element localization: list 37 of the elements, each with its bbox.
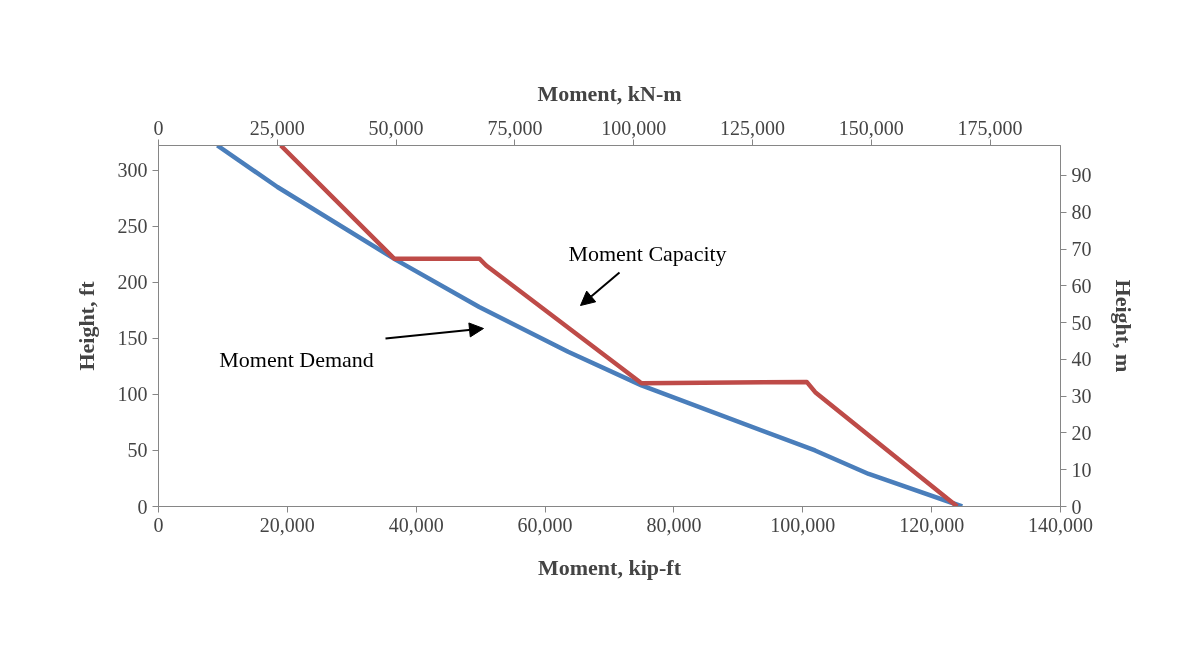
x2-tick-label: 0: [153, 116, 164, 139]
x-tick-label: 20,000: [259, 513, 315, 536]
y2-tick-label: 10: [1071, 458, 1092, 481]
x-tick-label: 120,000: [899, 513, 965, 536]
y2-tick-label: 50: [1071, 311, 1092, 334]
y2-tick-label: 80: [1071, 201, 1092, 224]
x-tick-label: 80,000: [646, 513, 702, 536]
y2-tick-label: 90: [1071, 164, 1092, 187]
x-tick-label: 60,000: [517, 513, 573, 536]
x-tick-label: 40,000: [388, 513, 444, 536]
y-tick-label: 300: [117, 159, 148, 182]
y-tick-label: 50: [127, 439, 148, 462]
y-axis-title: Height, ft: [73, 280, 99, 371]
y-tick-label: 250: [117, 215, 148, 238]
y-tick-label: 0: [137, 495, 148, 518]
x2-tick-label: 150,000: [838, 116, 904, 139]
y2-axis-title: Height, m: [1110, 279, 1136, 373]
x2-tick-label: 50,000: [368, 116, 424, 139]
y-tick-label: 100: [117, 383, 148, 406]
annotation: Moment Capacity: [568, 241, 727, 266]
y2-tick-label: 30: [1071, 385, 1092, 408]
annotation: Moment Demand: [219, 347, 374, 372]
y2-tick-label: 20: [1071, 421, 1092, 444]
x-tick-label: 0: [153, 513, 164, 536]
y2-tick-label: 70: [1071, 238, 1092, 261]
x2-tick-label: 25,000: [249, 116, 305, 139]
x2-tick-label: 125,000: [720, 116, 786, 139]
y-tick-label: 200: [117, 271, 148, 294]
y-tick-label: 150: [117, 327, 148, 350]
x-axis-title: Moment, kip-ft: [538, 554, 682, 580]
y2-tick-label: 40: [1071, 348, 1092, 371]
x-tick-label: 100,000: [770, 513, 836, 536]
x2-tick-label: 175,000: [957, 116, 1023, 139]
x2-tick-label: 75,000: [487, 116, 543, 139]
x2-tick-label: 100,000: [601, 116, 667, 139]
y2-tick-label: 60: [1071, 274, 1092, 297]
x2-axis-title: Moment, kN-m: [537, 80, 682, 106]
